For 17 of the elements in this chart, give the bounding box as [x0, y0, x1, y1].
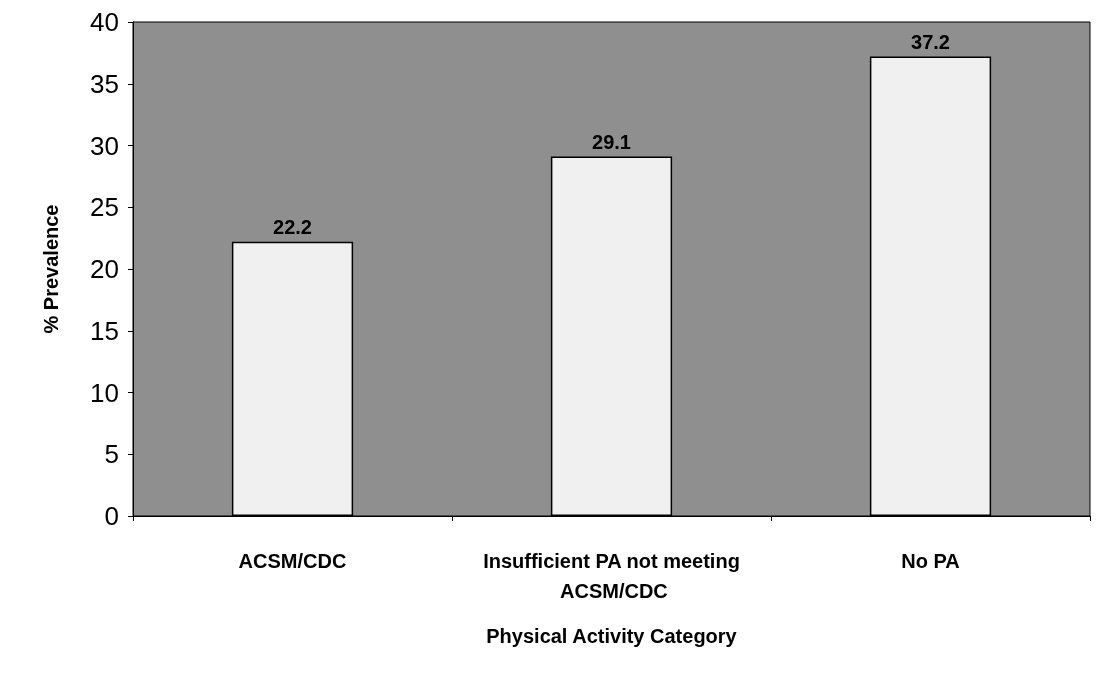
data-label: 37.2: [911, 30, 950, 53]
x-tick-label: Insufficient PA not meeting ACSM/CDC: [483, 550, 740, 602]
y-tick-label: 5: [104, 439, 119, 470]
y-axis-title: % Prevalence: [40, 204, 62, 334]
x-axis-title: Physical Activity Category: [486, 625, 738, 647]
x-tick-label: ACSM/CDC: [238, 550, 347, 572]
data-label: 29.1: [592, 130, 631, 153]
y-tick-label: 0: [104, 501, 119, 531]
y-tick-label: 40: [90, 7, 119, 37]
x-tick-label: No PA: [901, 550, 960, 572]
y-tick-label: 15: [90, 315, 119, 346]
y-tick-label: 35: [90, 68, 119, 99]
y-tick-label: 30: [90, 130, 119, 161]
y-tick-label: 20: [90, 254, 119, 284]
data-label: 22.2: [273, 215, 312, 238]
y-tick-label: 25: [90, 192, 119, 223]
y-tick-label: 10: [90, 377, 119, 408]
